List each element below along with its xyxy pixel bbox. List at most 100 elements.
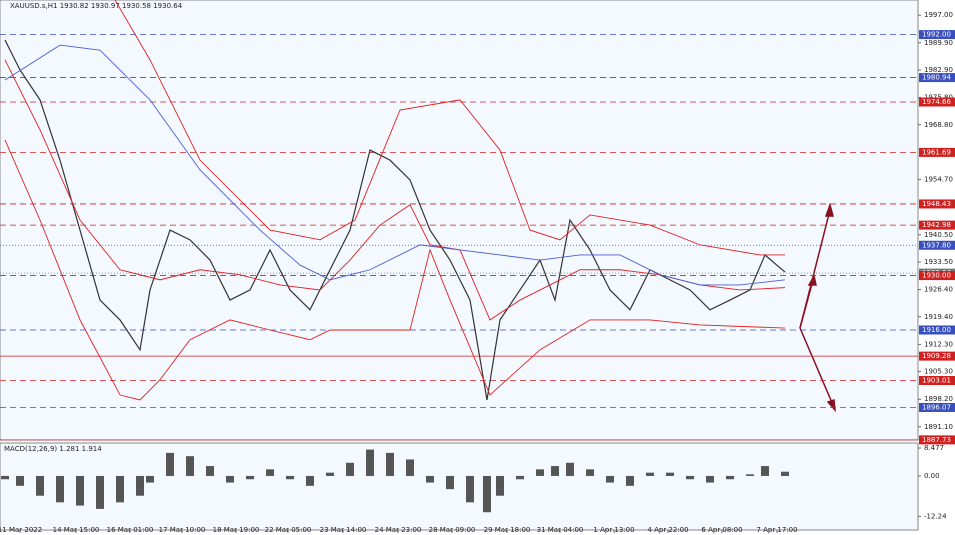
macd-bar: [761, 466, 769, 476]
level-label: 1930.00: [922, 272, 951, 280]
level-tag: [919, 220, 955, 230]
macd-bar: [726, 475, 734, 480]
macd-bar: [346, 462, 354, 476]
macd-bar: [366, 449, 374, 476]
level-tag: [919, 351, 955, 361]
y-tick-label: 1989.90: [924, 39, 953, 47]
level-label: 1903.01: [922, 376, 951, 384]
x-tick-label: 28 Mar 09:00: [429, 526, 476, 534]
macd-bar: [386, 452, 394, 476]
level-label: 1942.98: [922, 221, 951, 229]
level-label: 1992.00: [922, 31, 951, 39]
macd-bar: [16, 475, 24, 486]
macd-bar: [76, 475, 84, 506]
macd-bar: [406, 459, 414, 476]
x-tick-label: 31 Mar 04:00: [537, 526, 584, 534]
x-tick-label: 4 Apr 22:00: [647, 526, 688, 534]
macd-bar: [781, 471, 789, 476]
macd-bar: [746, 474, 754, 476]
macd-bar: [666, 472, 674, 476]
macd-bar: [551, 466, 559, 476]
macd-bar: [146, 475, 154, 483]
macd-label: MACD(12,26,9) 1.281 1.914: [4, 445, 102, 453]
x-tick-label: 6 Apr 08:00: [701, 526, 742, 534]
price-panel: [0, 0, 919, 441]
y-tick-label: 1954.70: [924, 176, 953, 184]
macd-bar: [226, 475, 234, 483]
y-tick-label: 1905.30: [924, 368, 953, 376]
y-tick-label: 1933.50: [924, 258, 953, 266]
macd-bar: [496, 475, 504, 496]
macd-tick-label: 0.00: [924, 472, 940, 480]
macd-bar: [166, 452, 174, 476]
macd-bar: [116, 475, 124, 503]
macd-bar: [466, 475, 474, 503]
level-tag: [919, 73, 955, 83]
level-label: 1887.73: [922, 436, 951, 444]
level-label: 1961.69: [922, 148, 951, 156]
macd-bar: [586, 469, 594, 476]
macd-bar: [516, 475, 524, 480]
y-tick-label: 1898.20: [924, 395, 953, 403]
macd-bar: [306, 475, 314, 486]
x-tick-label: 17 Mar 10:00: [159, 526, 206, 534]
y-tick-label: 1919.40: [924, 313, 953, 321]
level-tag: [919, 435, 955, 445]
y-tick-label: 1968.80: [924, 121, 953, 129]
series-line: [4, 59, 786, 321]
level-tag: [919, 375, 955, 385]
macd-bar: [206, 466, 214, 476]
macd-tick-label: 8.477: [924, 444, 944, 452]
level-tag: [919, 271, 955, 281]
level-label: 1980.94: [922, 74, 951, 82]
macd-bar: [606, 475, 614, 483]
y-tick-label: 1997.00: [924, 11, 953, 19]
x-tick-label: 1 Apr 13:00: [593, 526, 634, 534]
macd-panel: [0, 442, 919, 531]
x-tick-label: 7 Apr 17:00: [756, 526, 797, 534]
level-tag: [919, 240, 955, 250]
y-tick-label: 1982.90: [924, 66, 953, 74]
level-label: 1896.07: [922, 403, 951, 411]
x-tick-label: 29 Mar 18:00: [484, 526, 531, 534]
x-tick-label: 24 Mar 23:00: [375, 526, 422, 534]
macd-bar: [286, 475, 294, 480]
macd-bar: [566, 462, 574, 476]
chart-title: XAUUSD.s,H1 1930.82 1930.97 1930.58 1930…: [10, 2, 183, 10]
macd-bar: [483, 475, 491, 513]
macd-bar: [56, 475, 64, 503]
x-tick-label: 23 Mar 14:00: [320, 526, 367, 534]
level-tag: [919, 402, 955, 412]
level-label: 1937.80: [922, 241, 951, 249]
level-tag: [919, 97, 955, 107]
macd-bar: [686, 475, 694, 480]
level-label: 1974.66: [922, 98, 951, 106]
series-line: [114, 0, 785, 256]
macd-bar: [246, 475, 254, 480]
level-tag: [919, 147, 955, 157]
y-tick-label: 1940.50: [924, 231, 953, 239]
x-tick-label: 16 Mar 01:00: [107, 526, 154, 534]
level-label: 1909.28: [922, 352, 951, 360]
macd-bar: [446, 475, 454, 490]
macd-bar: [136, 475, 144, 496]
level-tag: [919, 325, 955, 335]
macd-bar: [96, 475, 104, 509]
level-tag: [919, 30, 955, 40]
level-tag: [919, 199, 955, 209]
x-tick-label: 11 Mar 2022: [0, 526, 42, 534]
macd-bar: [536, 469, 544, 476]
level-label: 1916.00: [922, 326, 951, 334]
macd-bar: [646, 472, 654, 476]
level-label: 1948.43: [922, 200, 951, 208]
series-line: [4, 139, 786, 401]
macd-bar: [326, 472, 334, 476]
y-tick-label: 1912.30: [924, 340, 953, 348]
x-tick-label: 22 Mar 05:00: [265, 526, 312, 534]
x-tick-label: 18 Mar 19:00: [213, 526, 260, 534]
macd-bar: [36, 475, 44, 496]
y-tick-label: 1891.10: [924, 423, 953, 431]
macd-bar: [266, 469, 274, 476]
